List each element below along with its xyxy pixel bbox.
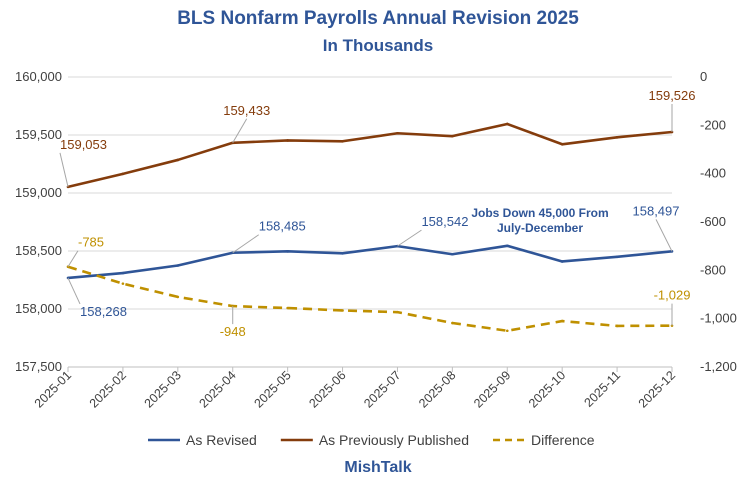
- series-layer: [66, 122, 674, 333]
- leader-line: [67, 250, 79, 267]
- data-point: [396, 310, 399, 314]
- left-y-tick-label: 160,000: [15, 69, 62, 84]
- data-point: [451, 321, 454, 325]
- leader-line: [655, 219, 673, 252]
- leader-line: [67, 277, 81, 305]
- data-point: [176, 158, 180, 162]
- right-y-tick-label: 0: [700, 69, 707, 84]
- left-y-tick-label: 158,500: [15, 243, 62, 258]
- leader-line: [232, 234, 260, 254]
- legend: As Revised As Previously Published Differe…: [148, 432, 595, 448]
- data-label: 158,542: [421, 214, 468, 229]
- data-label: 158,497: [633, 203, 680, 218]
- data-point: [341, 139, 344, 143]
- data-point: [560, 260, 564, 263]
- data-label: 159,053: [60, 137, 107, 152]
- data-point: [341, 309, 344, 312]
- x-tick-label: 2025-10: [526, 368, 568, 410]
- data-point: [121, 172, 125, 176]
- data-point: [560, 319, 564, 323]
- data-point: [286, 250, 289, 253]
- left-y-tick-label: 159,500: [15, 127, 62, 142]
- data-point: [286, 139, 289, 142]
- chart-subtitle: In Thousands: [323, 36, 434, 55]
- x-tick-label: 2025-09: [471, 368, 513, 410]
- right-y-tick-label: -800: [700, 262, 726, 277]
- left-y-tick-label: 158,000: [15, 301, 62, 316]
- data-point: [505, 329, 509, 333]
- data-point: [615, 136, 619, 139]
- data-point: [560, 142, 564, 146]
- x-tick-label: 2025-02: [87, 368, 129, 410]
- left-y-axis: 157,500 158,000 158,500 159,000 159,500 160,0…: [15, 69, 62, 374]
- leader-line: [59, 152, 69, 187]
- series-line-1: [67, 122, 673, 189]
- leader-line: [232, 118, 248, 144]
- right-y-tick-label: -1,000: [700, 311, 737, 326]
- data-label: -1,029: [654, 288, 691, 303]
- annotation-line-2: July-December: [497, 221, 583, 235]
- data-label: 159,526: [649, 88, 696, 103]
- right-y-axis: -1,200 -1,000 -800 -600 -400 -200 0: [700, 69, 737, 374]
- data-point: [121, 271, 125, 275]
- data-point: [505, 122, 509, 126]
- left-y-tick-label: 159,000: [15, 185, 62, 200]
- right-y-tick-label: -1,200: [700, 359, 737, 374]
- data-label: 158,268: [80, 304, 127, 319]
- legend-label: Difference: [531, 432, 595, 448]
- annotation-line-1: Jobs Down 45,000 From: [471, 206, 608, 220]
- x-tick-label: 2025-12: [636, 368, 678, 410]
- right-y-tick-label: -600: [700, 214, 726, 229]
- x-tick-label: 2025-07: [361, 368, 403, 410]
- left-y-tick-label: 157,500: [15, 359, 62, 374]
- chart-title: BLS Nonfarm Payrolls Annual Revision 202…: [177, 8, 579, 29]
- x-tick-label: 2025-01: [32, 368, 74, 410]
- x-axis: 2025-01 2025-02 2025-03 2025-04 2025-05 2025-…: [32, 366, 678, 411]
- data-point: [451, 252, 454, 256]
- data-point: [451, 134, 454, 138]
- x-tick-label: 2025-11: [582, 368, 624, 410]
- data-label: -785: [78, 235, 104, 250]
- x-tick-label: 2025-05: [251, 368, 293, 410]
- right-y-tick-label: -400: [700, 166, 726, 181]
- series-line-0: [67, 244, 673, 280]
- x-tick-label: 2025-08: [416, 368, 458, 410]
- data-labels: 158,268 158,485 158,542 158,497 159,053 159,4…: [59, 88, 696, 339]
- data-label: 158,485: [259, 219, 306, 234]
- legend-label: As Previously Published: [319, 432, 469, 448]
- data-point: [396, 131, 399, 135]
- credit-mishtalk: MishTalk: [344, 459, 411, 476]
- leader-line: [397, 229, 422, 247]
- data-point: [176, 264, 180, 267]
- data-point: [505, 244, 509, 248]
- data-label: -948: [220, 324, 246, 339]
- data-label: 159,433: [223, 103, 270, 118]
- data-point: [286, 306, 289, 310]
- data-point: [615, 324, 619, 328]
- series-line-2: [67, 265, 673, 333]
- legend-label: As Revised: [186, 432, 257, 448]
- data-point: [121, 282, 125, 285]
- right-y-tick-label: -200: [700, 117, 726, 132]
- data-point: [615, 255, 619, 259]
- x-tick-label: 2025-03: [142, 368, 184, 410]
- data-point: [176, 295, 180, 299]
- x-tick-label: 2025-04: [197, 368, 239, 410]
- data-point: [341, 252, 344, 255]
- x-tick-label: 2025-06: [306, 368, 348, 410]
